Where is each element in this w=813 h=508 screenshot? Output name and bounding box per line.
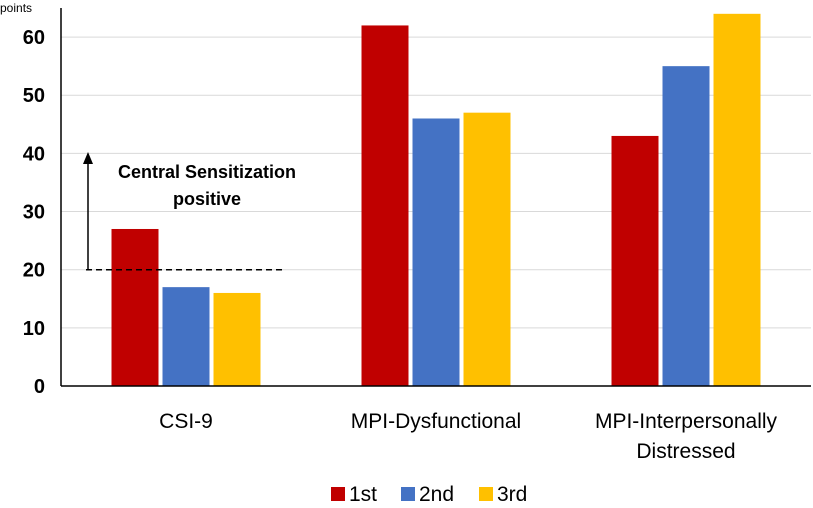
bar-3rd-0 (213, 292, 261, 386)
bars (111, 13, 761, 387)
y-axis-unit-label: points (0, 1, 32, 15)
legend-label-1st: 1st (349, 483, 377, 506)
category-label: Distressed (636, 440, 735, 463)
category-label: MPI-Dysfunctional (351, 410, 521, 433)
bar-2nd-1 (412, 118, 460, 386)
category-label: MPI-Interpersonally (595, 410, 778, 433)
y-tick-label: 50 (23, 85, 45, 107)
y-tick-label: 60 (23, 27, 45, 49)
legend-label-2nd: 2nd (419, 483, 454, 506)
bar-1st-2 (611, 135, 659, 386)
threshold-arrow-head (83, 152, 93, 164)
legend: 1st 2nd 3rd (331, 483, 527, 506)
y-tick-label: 20 (23, 260, 45, 282)
bar-1st-0 (111, 228, 159, 386)
y-tick-label: 0 (34, 376, 45, 398)
category-label: CSI-9 (159, 410, 213, 433)
annotation-text: Central Sensitization (118, 162, 296, 182)
threshold-annotation: Central Sensitization positive (83, 152, 296, 271)
bar-3rd-1 (463, 112, 511, 386)
category-labels: CSI-9 MPI-Dysfunctional MPI-Interpersonall… (159, 410, 777, 463)
axes (60, 8, 811, 387)
legend-swatch-2nd (401, 487, 415, 501)
y-tick-label: 10 (23, 318, 45, 340)
y-tick-label: 40 (23, 143, 45, 165)
bar-2nd-0 (162, 287, 210, 386)
legend-label-3rd: 3rd (497, 483, 527, 506)
bar-2nd-2 (662, 66, 710, 387)
annotation-text: positive (173, 189, 241, 209)
legend-swatch-1st (331, 487, 345, 501)
bar-3rd-2 (713, 13, 761, 386)
y-tick-labels: 0 10 20 30 40 50 60 (23, 27, 45, 398)
y-tick-label: 30 (23, 202, 45, 224)
legend-swatch-3rd (479, 487, 493, 501)
bar-1st-1 (361, 25, 409, 386)
